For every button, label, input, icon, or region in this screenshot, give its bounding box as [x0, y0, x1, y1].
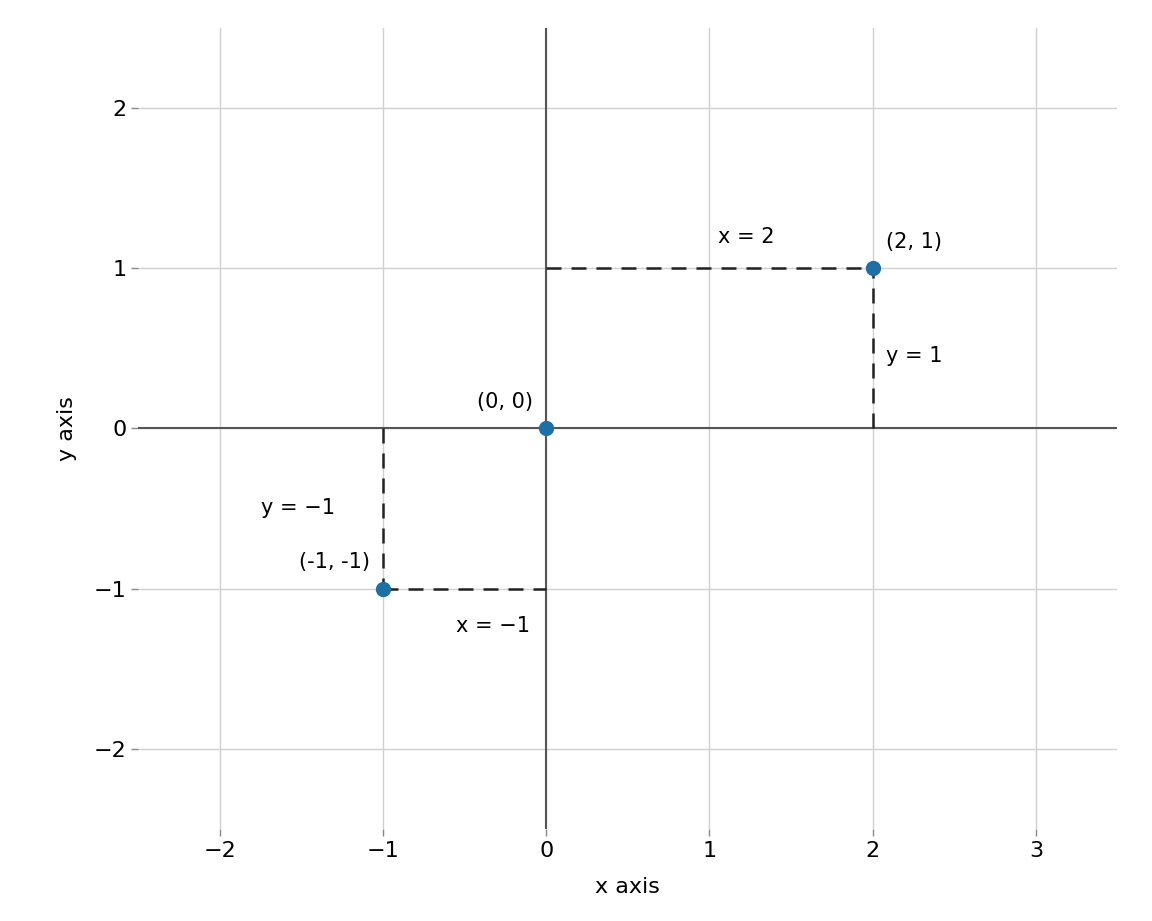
Text: x = −1: x = −1 — [456, 616, 530, 635]
X-axis label: x axis: x axis — [596, 878, 660, 897]
Text: x = 2: x = 2 — [718, 227, 774, 247]
Text: y = −1: y = −1 — [260, 498, 334, 519]
Point — [373, 581, 392, 596]
Text: (2, 1): (2, 1) — [886, 232, 941, 252]
Y-axis label: y axis: y axis — [56, 396, 77, 460]
Text: (-1, -1): (-1, -1) — [300, 553, 370, 573]
Text: y = 1: y = 1 — [886, 346, 942, 367]
Point — [864, 261, 882, 275]
Point — [537, 421, 555, 436]
Text: (0, 0): (0, 0) — [477, 392, 533, 413]
